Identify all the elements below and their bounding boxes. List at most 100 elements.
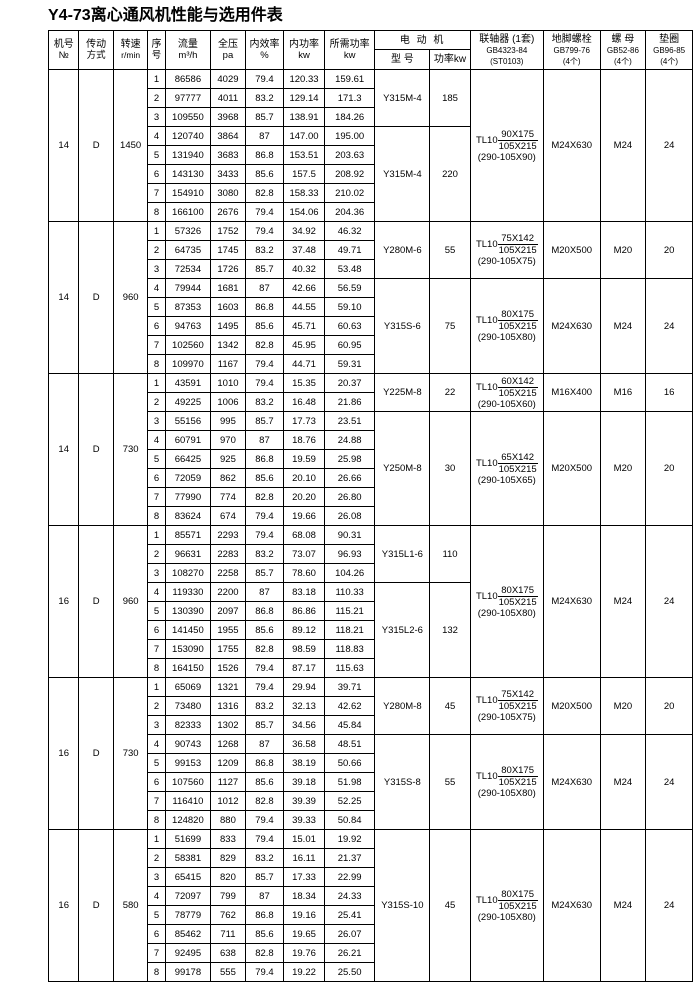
table-header: 机号 № 传动 方式 转速 r/min 序 号 流量 m³/h 全压 pa [47, 30, 693, 70]
cell-required-power: 208.92 [323, 164, 376, 184]
coupling-dimensions: (290-105X80) [477, 911, 536, 923]
coupling-prefix: TL10 [475, 695, 498, 706]
coupling-prefix: TL10 [475, 315, 498, 326]
cell-washer: 20 [645, 221, 693, 279]
cell-flow: 83624 [164, 506, 212, 526]
cell-flow: 97777 [164, 88, 212, 108]
cell-required-power: 195.00 [323, 126, 376, 146]
cell-coupling: TL10 80X175 105X215 (290-105X80) [469, 734, 544, 830]
cell-required-power: 45.84 [323, 715, 376, 735]
cell-foot-bolt: M24X630 [542, 69, 601, 222]
cell-total-pressure: 1321 [210, 677, 246, 697]
cell-required-power: 53.48 [323, 259, 376, 279]
cell-flow: 131940 [164, 145, 212, 165]
cell-motor-model: Y315M-4 [374, 126, 431, 222]
cell-required-power: 21.86 [323, 392, 376, 412]
cell-index: 3 [147, 715, 166, 735]
cell-efficiency: 85.6 [244, 620, 285, 640]
cell-total-pressure: 1955 [210, 620, 246, 640]
cell-nut: M20 [599, 221, 647, 279]
cell-index: 3 [147, 107, 166, 127]
cell-inner-power: 34.56 [283, 715, 325, 735]
table-row: 5 87353 1603 86.8 44.55 59.10 [49, 297, 693, 317]
cell-foot-bolt: M16X400 [542, 373, 601, 412]
cell-inner-power: 17.33 [283, 867, 325, 887]
table-row: 4 119330 2200 87 83.18 110.33 Y315L2-6 132 [49, 582, 693, 678]
table-row: 8 109970 1167 79.4 44.71 59.31 [49, 354, 693, 374]
coupling-size: 105X215 [498, 701, 537, 712]
cell-flow: 107560 [164, 772, 212, 792]
cell-index: 5 [147, 297, 166, 317]
cell-motor-model: Y250M-8 [374, 411, 431, 526]
coupling-size: 105X215 [498, 777, 537, 788]
cell-flow: 85462 [164, 924, 212, 944]
table-row: 14 D 730 1 43591 1010 79.4 15.35 20.37 Y225M-8 22 T… [47, 373, 693, 526]
header-flow: 流量 m³/h [164, 30, 212, 70]
coupling-dimensions: (290-105X80) [477, 607, 536, 619]
cell-required-power: 26.80 [323, 487, 376, 507]
coupling-prefix: TL10 [475, 239, 498, 250]
cell-speed: 960 [112, 221, 149, 374]
cell-flow: 73480 [164, 696, 212, 716]
cell-nut: M24 [599, 278, 647, 374]
cell-flow: 116410 [164, 791, 212, 811]
cell-foot-bolt: M20X500 [542, 677, 601, 735]
cell-inner-power: 39.39 [283, 791, 325, 811]
header-drive-type: 传动 方式 [78, 30, 114, 70]
cell-efficiency: 82.8 [244, 335, 285, 355]
cell-washer: 24 [645, 525, 693, 678]
cell-flow: 79944 [164, 278, 212, 298]
cell-required-power: 51.98 [323, 772, 376, 792]
cell-total-pressure: 1268 [210, 734, 246, 754]
cell-nut: M24 [599, 525, 647, 678]
coupling-bore: 90X175 [497, 129, 538, 141]
cell-efficiency: 82.8 [244, 183, 285, 203]
coupling-dimensions: (290-105X80) [477, 332, 536, 343]
cell-required-power: 23.51 [323, 411, 376, 431]
cell-inner-power: 40.32 [283, 259, 325, 279]
coupling-size: 105X215 [498, 387, 537, 399]
cell-drive-type: D [78, 829, 114, 982]
cell-efficiency: 82.8 [244, 487, 285, 507]
coupling-bore: 80X175 [497, 889, 538, 901]
cell-index: 5 [147, 449, 166, 469]
cell-efficiency: 85.7 [244, 411, 285, 431]
cell-required-power: 26.66 [323, 468, 376, 488]
cell-inner-power: 16.11 [283, 848, 325, 868]
cell-flow: 72097 [164, 886, 212, 906]
cell-index: 4 [147, 582, 166, 602]
cell-inner-power: 98.59 [283, 639, 325, 659]
cell-inner-power: 34.92 [283, 221, 325, 241]
cell-required-power: 59.10 [323, 297, 376, 317]
coupling-bore: 75X142 [497, 689, 538, 701]
cell-speed: 580 [112, 829, 149, 982]
cell-efficiency: 85.7 [244, 867, 285, 887]
cell-index: 1 [147, 373, 166, 393]
table-row: 3 55156 995 85.7 17.73 23.51 Y250M-8 30 TL10 65X1… [49, 411, 693, 526]
cell-washer: 24 [645, 278, 693, 374]
coupling-prefix: TL10 [475, 771, 498, 782]
cell-index: 3 [147, 411, 166, 431]
coupling-dimensions: (290-105X80) [477, 788, 536, 799]
cell-inner-power: 16.48 [283, 392, 325, 412]
cell-efficiency: 82.8 [244, 639, 285, 659]
table-row: 2 64735 1745 83.2 37.48 49.71 [49, 240, 693, 260]
cell-motor-model: Y315L2-6 [374, 582, 431, 678]
coupling-size: 105X215 [498, 140, 537, 152]
cell-efficiency: 85.6 [244, 924, 285, 944]
cell-efficiency: 85.6 [244, 164, 285, 184]
cell-inner-power: 147.00 [283, 126, 325, 146]
cell-flow: 49225 [164, 392, 212, 412]
cell-flow: 141450 [164, 620, 212, 640]
cell-total-pressure: 1526 [210, 658, 246, 678]
cell-index: 6 [147, 924, 166, 944]
coupling-fraction: 80X175 105X215 [497, 765, 538, 788]
coupling-dimensions: (290-105X65) [477, 474, 536, 486]
cell-index: 5 [147, 145, 166, 165]
cell-flow: 58381 [164, 848, 212, 868]
cell-inner-power: 44.55 [283, 297, 325, 317]
coupling-line: TL10 80X175 105X215 [471, 309, 542, 332]
cell-inner-power: 45.71 [283, 316, 325, 336]
cell-efficiency: 85.7 [244, 107, 285, 127]
cell-total-pressure: 638 [210, 943, 246, 963]
